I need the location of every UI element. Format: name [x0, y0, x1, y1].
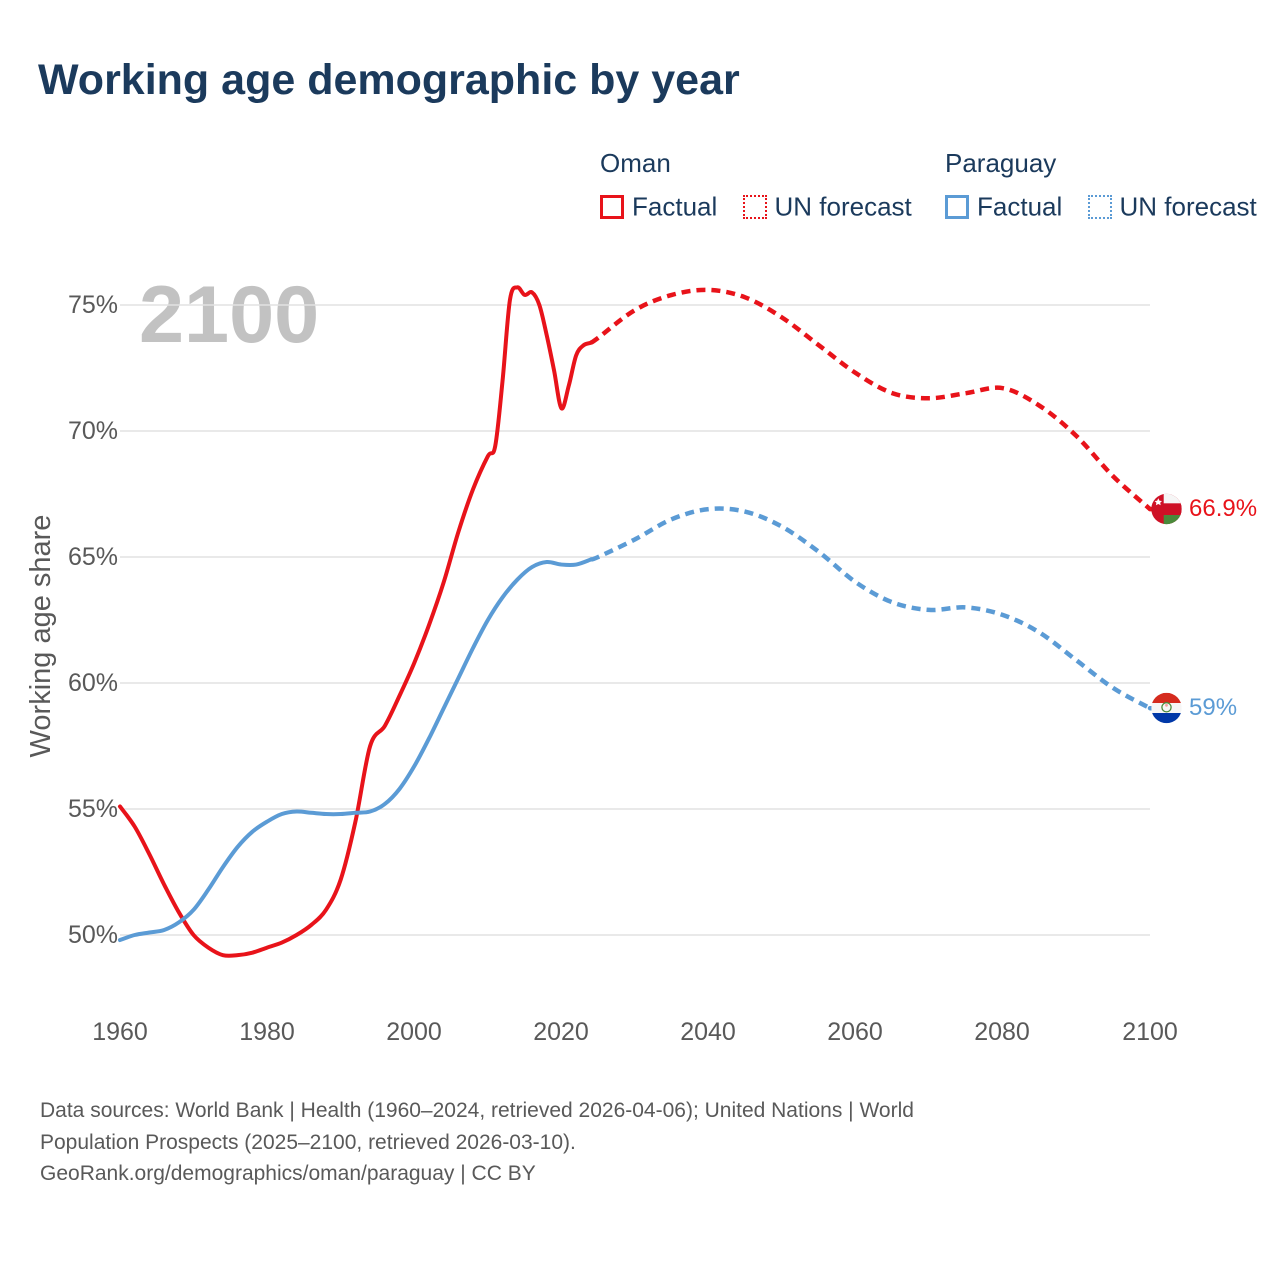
svg-text:55%: 55%	[68, 795, 118, 823]
svg-text:75%: 75%	[68, 291, 118, 319]
svg-text:2040: 2040	[680, 1018, 736, 1046]
svg-text:2100: 2100	[1122, 1018, 1178, 1046]
svg-text:65%: 65%	[68, 543, 118, 571]
svg-text:2060: 2060	[827, 1018, 883, 1046]
svg-text:59%: 59%	[1189, 694, 1237, 721]
svg-text:1980: 1980	[239, 1018, 295, 1046]
svg-text:2080: 2080	[974, 1018, 1030, 1046]
svg-text:2000: 2000	[386, 1018, 442, 1046]
svg-text:70%: 70%	[68, 417, 118, 445]
svg-text:1960: 1960	[92, 1018, 148, 1046]
svg-text:2020: 2020	[533, 1018, 589, 1046]
svg-text:Working age share: Working age share	[25, 515, 57, 758]
svg-text:50%: 50%	[68, 921, 118, 949]
svg-text:60%: 60%	[68, 669, 118, 697]
svg-text:66.9%: 66.9%	[1189, 495, 1257, 522]
